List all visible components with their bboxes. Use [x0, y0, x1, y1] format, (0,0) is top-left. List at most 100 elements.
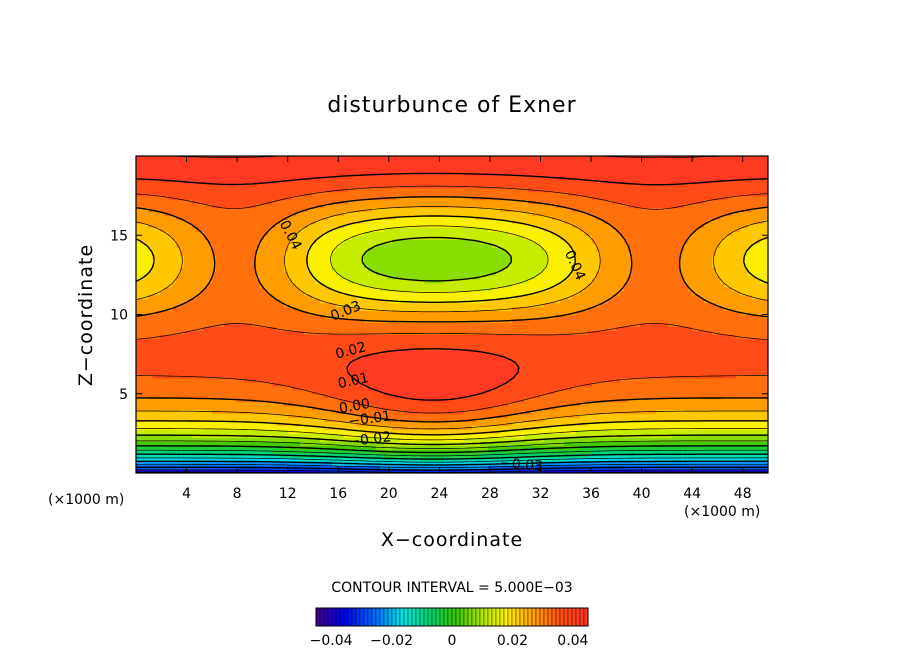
contour-band-cell	[136, 156, 768, 161]
contour-band-cell	[300, 441, 385, 446]
y-tick-label: 15	[110, 228, 128, 244]
contour-band-cell	[136, 298, 189, 304]
contour-band-cell	[136, 223, 149, 228]
contour-band-cell	[504, 266, 545, 272]
contour-band-cell	[260, 243, 289, 248]
contour-band-cell	[552, 215, 597, 220]
contour-band-cell	[396, 195, 473, 201]
contour-band-cell	[480, 441, 565, 446]
contour-band-cell	[176, 215, 289, 220]
contour-band-cell	[288, 413, 361, 419]
colorbar-swatch	[403, 607, 409, 627]
contour-band-cell	[464, 171, 768, 177]
x-tick-label: 8	[233, 486, 242, 502]
contour-line	[136, 206, 768, 430]
contour-band-cell	[208, 239, 261, 244]
contour-band-cell	[136, 393, 325, 399]
contour-band-cell	[136, 461, 333, 466]
contour-band-cell	[380, 389, 489, 395]
contour-band-cell	[312, 294, 357, 300]
contour-band-cell	[740, 227, 768, 232]
contour-band-cell	[500, 207, 573, 213]
contour-band-cell	[344, 211, 533, 217]
contour-band-cell	[360, 282, 513, 288]
contour-band-cell	[684, 243, 721, 248]
contour-band-cell	[540, 425, 768, 431]
contour-band-cell	[208, 282, 261, 288]
contour-band-cell	[544, 417, 768, 423]
contour-band-cell	[576, 251, 601, 256]
contour-band-cell	[136, 231, 169, 236]
contour-band-cell	[748, 266, 768, 272]
contour-band-cell	[324, 203, 557, 209]
contour-band-cell	[624, 235, 689, 240]
colorbar-swatch	[359, 607, 365, 627]
contour-band-cell	[580, 290, 621, 296]
x-axis-unit-label: (×1000 m)	[684, 504, 760, 520]
contour-band-cell	[572, 247, 597, 252]
contour-band-cell	[368, 385, 497, 391]
contour-band-cell	[136, 207, 149, 213]
chart-title: disturbunce of Exner	[327, 93, 576, 118]
colorbar-swatch	[467, 607, 473, 627]
contour-band-cell	[136, 413, 289, 419]
contour-band-cell	[512, 255, 549, 260]
contour-band-cell	[712, 262, 745, 268]
contour-band-cell	[540, 270, 573, 276]
contour-band-cell	[136, 437, 321, 442]
contour-band-cell	[472, 425, 541, 431]
colorbar-swatch	[519, 607, 525, 627]
contour-band-cell	[480, 239, 533, 244]
contour-band-cell	[280, 219, 317, 224]
colorbar-swatch	[475, 607, 481, 627]
contour-band-cell	[256, 255, 285, 260]
contour-band-cell	[720, 215, 768, 220]
colorbar-swatch	[331, 607, 337, 627]
contour-band-cell	[532, 211, 589, 217]
contour-band-cell	[288, 429, 365, 434]
contour-band-cell	[572, 266, 601, 272]
colorbar-swatch	[407, 607, 413, 627]
contour-band-cell	[308, 259, 333, 264]
colorbar-tick-label: −0.02	[370, 633, 413, 649]
contour-band-cell	[544, 469, 768, 473]
contour-band-cell	[548, 255, 577, 260]
contour-band-cell	[744, 255, 768, 260]
contour-band-cell	[136, 417, 325, 423]
contour-band-cell	[612, 294, 701, 300]
contour-band-cell	[136, 270, 149, 276]
contour-band-cell	[136, 199, 193, 205]
contour-band-cell	[216, 259, 257, 264]
contour-band-cell	[156, 310, 309, 316]
contour-band-cell	[352, 373, 517, 379]
contour-band-cell	[348, 369, 521, 375]
contour-band-cell	[340, 243, 377, 248]
colorbar-swatch	[527, 607, 533, 627]
colorbar-swatch	[559, 607, 565, 627]
contour-band-cell	[528, 278, 565, 284]
contour-band-cell	[136, 334, 161, 339]
contour-band-cell	[684, 278, 721, 284]
contour-band-cell	[216, 255, 257, 260]
colorbar-swatch	[483, 607, 489, 627]
contour-band-cell	[364, 255, 513, 260]
contour-band-cell	[628, 397, 768, 403]
x-tick-label: 28	[481, 486, 499, 502]
contour-band-cell	[572, 270, 597, 276]
contour-band-cell	[616, 227, 697, 232]
contour-band-cell	[592, 381, 768, 387]
colorbar-swatch	[459, 607, 465, 627]
contour-band-cell	[136, 342, 768, 347]
contour-band-cell	[580, 401, 768, 407]
contour-band-cell	[332, 251, 365, 256]
contour-band-cell	[304, 330, 589, 335]
contour-line	[136, 466, 768, 471]
contour-band-cell	[604, 219, 709, 224]
contour-band-cell	[500, 429, 577, 434]
contour-band-cell	[588, 421, 768, 427]
contour-band-cell	[508, 401, 581, 407]
contour-band-cell	[512, 219, 565, 224]
contour-band-cell	[748, 270, 768, 276]
contour-band-cell	[212, 243, 261, 248]
colorbar-swatch	[327, 607, 333, 627]
